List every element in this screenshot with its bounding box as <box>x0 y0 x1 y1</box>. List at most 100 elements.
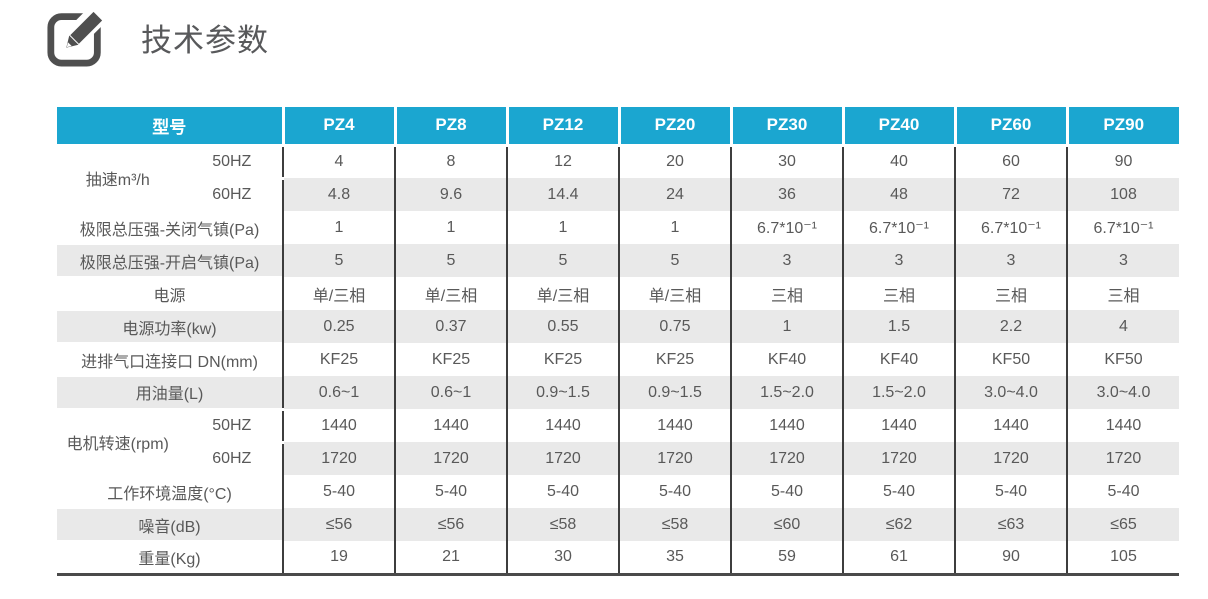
spec-table-body: 抽速m³/h 50HZ 4 8 12 20 30 40 60 90 60HZ 4.8 9.6 14.4 24… <box>57 143 1179 576</box>
value-cell: 60 <box>954 145 1067 178</box>
value-cell: 90 <box>1066 145 1179 178</box>
row-group-label-cell: 抽速m³/h <box>57 144 180 211</box>
value-cell: 105 <box>1066 541 1179 576</box>
value-cell: 5-40 <box>954 475 1067 508</box>
value-cell: 35 <box>618 541 731 576</box>
value-cell: 1 <box>730 310 843 343</box>
value-cell: 4.8 <box>282 178 395 211</box>
value-cell: 1.5~2.0 <box>842 376 955 409</box>
value-cell: ≤60 <box>730 508 843 541</box>
value-cell: 1720 <box>842 442 955 475</box>
value-cell: 8 <box>394 145 507 178</box>
value-cell: 3.0~4.0 <box>1066 376 1179 409</box>
value-cell: 三相 <box>1066 277 1179 310</box>
model-header-cell: PZ60 <box>955 107 1069 147</box>
edit-pencil-icon <box>47 6 108 67</box>
value-cell: 0.55 <box>506 310 619 343</box>
table-row: 60HZ 4.8 9.6 14.4 24 36 48 72 108 <box>57 176 1179 211</box>
model-header-cell: PZ90 <box>1067 107 1179 147</box>
row-label-cell: 重量(Kg) <box>57 540 283 576</box>
value-cell: 3 <box>954 244 1067 277</box>
value-cell: KF50 <box>954 343 1067 376</box>
value-cell: KF25 <box>618 343 731 376</box>
value-cell: 1440 <box>1066 409 1179 442</box>
value-cell: 0.75 <box>618 310 731 343</box>
value-cell: 6.7*10⁻¹ <box>1066 211 1179 244</box>
row-label-cell: 用油量(L) <box>57 375 283 409</box>
value-cell: 5 <box>618 244 731 277</box>
value-cell: 0.37 <box>394 310 507 343</box>
value-cell: KF50 <box>1066 343 1179 376</box>
value-cell: 108 <box>1066 178 1179 211</box>
value-cell: KF40 <box>842 343 955 376</box>
value-cell: 14.4 <box>506 178 619 211</box>
value-cell: 6.7*10⁻¹ <box>842 211 955 244</box>
value-cell: 5-40 <box>618 475 731 508</box>
value-cell: KF40 <box>730 343 843 376</box>
value-cell: 12 <box>506 145 619 178</box>
value-cell: 1440 <box>282 409 395 442</box>
value-cell: 30 <box>506 541 619 576</box>
row-label-cell: 电源功率(kw) <box>57 309 283 343</box>
table-row: 工作环境温度(°C) 5-40 5-40 5-40 5-40 5-40 5-40 5-40 5-… <box>57 474 1179 508</box>
freq-sublabel-cell: 60HZ <box>178 440 283 475</box>
value-cell: 0.25 <box>282 310 395 343</box>
value-cell: 1720 <box>618 442 731 475</box>
value-cell: 48 <box>842 178 955 211</box>
value-cell: 1440 <box>618 409 731 442</box>
value-cell: 1720 <box>1066 442 1179 475</box>
value-cell: 三相 <box>730 277 843 310</box>
value-cell: 19 <box>282 541 395 576</box>
model-header-cell: PZ20 <box>619 107 733 147</box>
page-title: 技术参数 <box>141 22 269 58</box>
value-cell: 1 <box>394 211 507 244</box>
value-cell: 单/三相 <box>618 277 731 310</box>
value-cell: 5-40 <box>1066 475 1179 508</box>
value-cell: 6.7*10⁻¹ <box>954 211 1067 244</box>
value-cell: 61 <box>842 541 955 576</box>
table-row: 电机转速(rpm) 50HZ 1440 1440 1440 1440 1440 1440 144… <box>57 407 1179 475</box>
value-cell: 1440 <box>954 409 1067 442</box>
spec-table: 型号 PZ4 PZ8 PZ12 PZ20 PZ30 PZ40 PZ60 PZ90 抽速m³/h 5… <box>57 107 1179 576</box>
row-label-cell: 极限总压强-关闭气镇(Pa) <box>57 210 283 244</box>
value-cell: 5-40 <box>842 475 955 508</box>
model-header-cell: PZ8 <box>395 107 509 147</box>
value-cell: 1440 <box>506 409 619 442</box>
value-cell: 5-40 <box>282 475 395 508</box>
value-cell: 0.6~1 <box>282 376 395 409</box>
freq-sublabel-cell: 50HZ <box>178 407 283 442</box>
value-cell: 40 <box>842 145 955 178</box>
value-cell: 2.2 <box>954 310 1067 343</box>
table-row: 重量(Kg) 19 21 30 35 59 61 90 105 <box>57 540 1179 576</box>
table-row: 电源 单/三相 单/三相 单/三相 单/三相 三相 三相 三相 三相 <box>57 276 1179 310</box>
value-cell: 0.6~1 <box>394 376 507 409</box>
value-cell: 72 <box>954 178 1067 211</box>
table-row: 抽速m³/h 50HZ 4 8 12 20 30 40 60 90 <box>57 143 1179 211</box>
table-row: 极限总压强-开启气镇(Pa) 5 5 5 5 3 3 3 3 <box>57 243 1179 277</box>
value-cell: 5 <box>506 244 619 277</box>
value-cell: 单/三相 <box>506 277 619 310</box>
value-cell: 三相 <box>954 277 1067 310</box>
value-cell: 0.9~1.5 <box>618 376 731 409</box>
row-label-cell: 工作环境温度(°C) <box>57 474 283 508</box>
section-header: 技术参数 <box>0 0 1208 67</box>
row-label-cell: 进排气口连接口 DN(mm) <box>57 342 283 376</box>
value-cell: 1720 <box>506 442 619 475</box>
value-cell: 单/三相 <box>394 277 507 310</box>
value-cell: 20 <box>618 145 731 178</box>
value-cell: 5 <box>282 244 395 277</box>
table-row: 进排气口连接口 DN(mm) KF25 KF25 KF25 KF25 KF40 KF40 KF… <box>57 342 1179 376</box>
value-cell: 1720 <box>954 442 1067 475</box>
value-cell: 3 <box>842 244 955 277</box>
row-label-cell: 噪音(dB) <box>57 507 283 541</box>
value-cell: 三相 <box>842 277 955 310</box>
value-cell: 1 <box>282 211 395 244</box>
spec-table-head: 型号 PZ4 PZ8 PZ12 PZ20 PZ30 PZ40 PZ60 PZ90 <box>57 107 1179 147</box>
value-cell: 9.6 <box>394 178 507 211</box>
table-row: 用油量(L) 0.6~1 0.6~1 0.9~1.5 0.9~1.5 1.5~2.0 1.5… <box>57 375 1179 409</box>
value-cell: 59 <box>730 541 843 576</box>
value-cell: 5-40 <box>394 475 507 508</box>
value-cell: 3 <box>1066 244 1179 277</box>
value-cell: KF25 <box>506 343 619 376</box>
row-label-cell: 电源 <box>57 276 283 310</box>
